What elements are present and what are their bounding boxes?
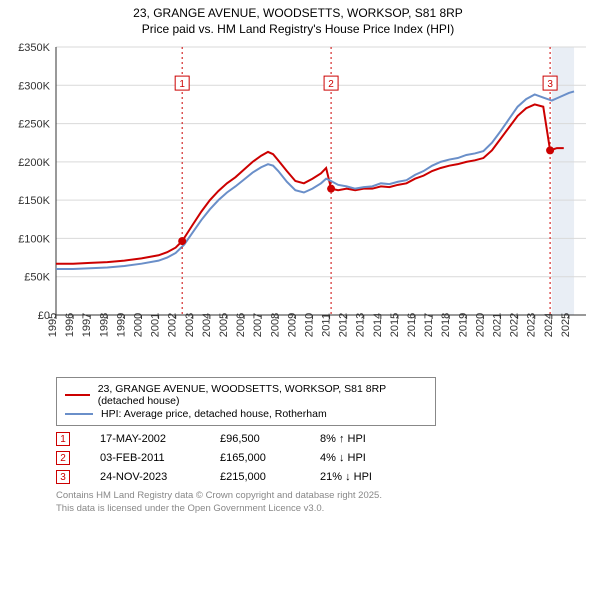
event-delta: 21% ↓ HPI [320,471,420,483]
svg-text:1999: 1999 [115,313,127,337]
event-delta: 8% ↑ HPI [320,433,420,445]
footer-attribution: Contains HM Land Registry data © Crown c… [56,490,590,515]
event-date: 24-NOV-2023 [100,471,220,483]
svg-text:2024: 2024 [543,313,555,337]
svg-text:2025: 2025 [560,313,572,337]
event-row: 3 24-NOV-2023£215,00021% ↓ HPI [56,470,590,484]
event-price: £165,000 [220,452,320,464]
svg-text:2002: 2002 [167,313,179,337]
title-line-1: 23, GRANGE AVENUE, WOODSETTS, WORKSOP, S… [6,6,590,22]
svg-text:2011: 2011 [321,313,333,337]
svg-text:2: 2 [328,79,334,90]
footer-line-2: This data is licensed under the Open Gov… [56,503,590,515]
svg-text:2012: 2012 [338,313,350,337]
svg-text:1: 1 [179,79,185,90]
legend-swatch [65,413,93,415]
event-date: 03-FEB-2011 [100,452,220,464]
chart-title: 23, GRANGE AVENUE, WOODSETTS, WORKSOP, S… [6,6,590,37]
event-marker: 2 [56,451,70,465]
svg-text:2000: 2000 [132,313,144,337]
svg-text:2018: 2018 [440,313,452,337]
svg-text:£350K: £350K [18,42,50,54]
svg-text:£250K: £250K [18,119,50,131]
legend-item: HPI: Average price, detached house, Roth… [65,408,427,420]
svg-text:£150K: £150K [18,195,50,207]
svg-text:2020: 2020 [474,313,486,337]
svg-text:£200K: £200K [18,157,50,169]
svg-text:£100K: £100K [18,234,50,246]
svg-text:2006: 2006 [235,313,247,337]
chart-plot-area: £0£50K£100K£150K£200K£250K£300K£350K1995… [6,41,590,371]
svg-text:2009: 2009 [286,313,298,337]
svg-text:2017: 2017 [423,313,435,337]
event-row: 2 03-FEB-2011£165,0004% ↓ HPI [56,451,590,465]
event-row: 1 17-MAY-2002£96,5008% ↑ HPI [56,432,590,446]
svg-text:2019: 2019 [457,313,469,337]
svg-text:2014: 2014 [372,313,384,337]
svg-text:2022: 2022 [509,313,521,337]
event-marker: 1 [56,432,70,446]
svg-text:2021: 2021 [492,313,504,337]
svg-text:1998: 1998 [98,313,110,337]
title-line-2: Price paid vs. HM Land Registry's House … [6,22,590,38]
legend-item: 23, GRANGE AVENUE, WOODSETTS, WORKSOP, S… [65,383,427,407]
svg-text:£50K: £50K [24,272,50,284]
svg-text:2008: 2008 [269,313,281,337]
svg-text:2016: 2016 [406,313,418,337]
svg-text:2007: 2007 [252,313,264,337]
footer-line-1: Contains HM Land Registry data © Crown c… [56,490,590,502]
chart-container: { "title": { "line1": "23, GRANGE AVENUE… [0,0,600,521]
event-marker: 3 [56,470,70,484]
svg-text:2001: 2001 [150,313,162,337]
svg-text:£300K: £300K [18,80,50,92]
legend-label: 23, GRANGE AVENUE, WOODSETTS, WORKSOP, S… [98,383,427,407]
event-date: 17-MAY-2002 [100,433,220,445]
svg-text:3: 3 [547,79,553,90]
chart-svg: £0£50K£100K£150K£200K£250K£300K£350K1995… [6,41,590,371]
svg-text:2010: 2010 [303,313,315,337]
svg-text:2015: 2015 [389,313,401,337]
svg-text:2004: 2004 [201,313,213,337]
event-price: £96,500 [220,433,320,445]
svg-text:1996: 1996 [64,313,76,337]
event-delta: 4% ↓ HPI [320,452,420,464]
legend: 23, GRANGE AVENUE, WOODSETTS, WORKSOP, S… [56,377,436,426]
svg-text:2005: 2005 [218,313,230,337]
event-table: 1 17-MAY-2002£96,5008% ↑ HPI 2 03-FEB-2011£… [56,432,590,484]
legend-swatch [65,394,90,396]
svg-text:1995: 1995 [47,313,59,337]
svg-text:2013: 2013 [355,313,367,337]
svg-text:2023: 2023 [526,313,538,337]
svg-text:2003: 2003 [184,313,196,337]
event-price: £215,000 [220,471,320,483]
legend-label: HPI: Average price, detached house, Roth… [101,408,327,420]
svg-text:1997: 1997 [81,313,93,337]
